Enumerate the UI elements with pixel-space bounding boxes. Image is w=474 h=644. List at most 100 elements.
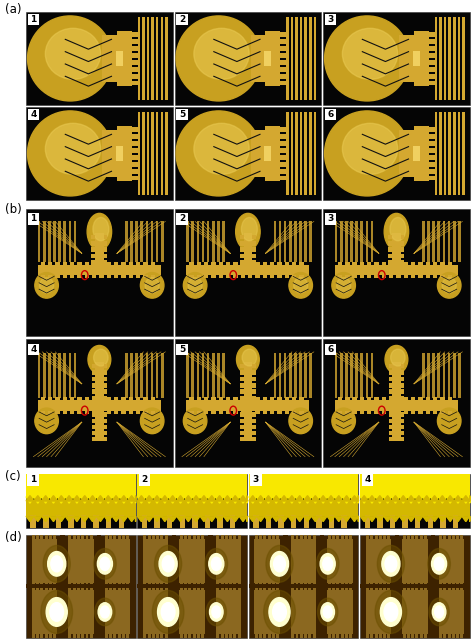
Bar xyxy=(286,112,289,195)
Bar xyxy=(415,634,419,638)
Bar xyxy=(389,419,392,423)
Circle shape xyxy=(273,556,285,572)
Bar xyxy=(428,32,436,37)
Bar xyxy=(240,370,244,375)
Bar xyxy=(263,535,266,539)
Bar xyxy=(460,583,464,587)
Bar xyxy=(126,535,129,539)
Bar xyxy=(53,353,56,398)
Bar xyxy=(248,275,252,278)
Bar xyxy=(152,535,155,539)
Bar xyxy=(407,634,410,638)
Bar xyxy=(383,535,386,539)
Bar xyxy=(252,412,255,417)
Bar xyxy=(136,397,140,401)
Bar xyxy=(237,535,241,539)
Bar xyxy=(92,364,95,368)
Bar xyxy=(225,634,228,638)
Bar xyxy=(277,397,282,401)
Bar xyxy=(137,501,247,516)
Bar xyxy=(310,222,312,262)
Bar xyxy=(389,431,392,435)
Bar xyxy=(229,586,232,590)
Polygon shape xyxy=(137,496,247,501)
Bar xyxy=(137,584,247,589)
Bar xyxy=(107,275,111,278)
Bar xyxy=(402,634,406,638)
Bar xyxy=(388,260,392,265)
Bar xyxy=(401,424,404,429)
Bar xyxy=(151,222,154,262)
Bar xyxy=(207,222,210,262)
Bar xyxy=(329,515,334,528)
Bar xyxy=(415,583,419,587)
Bar xyxy=(129,411,133,414)
Bar xyxy=(81,535,84,539)
Ellipse shape xyxy=(93,349,108,366)
Bar xyxy=(460,586,464,590)
Bar xyxy=(191,222,194,262)
Bar xyxy=(92,370,95,375)
Ellipse shape xyxy=(325,16,410,101)
Bar xyxy=(345,535,348,539)
Bar xyxy=(392,362,401,401)
Polygon shape xyxy=(360,496,470,501)
Bar xyxy=(415,535,419,539)
Bar xyxy=(460,535,464,539)
Bar xyxy=(448,17,451,100)
Bar xyxy=(402,539,428,583)
Bar xyxy=(366,590,391,634)
Bar xyxy=(219,261,223,265)
Bar xyxy=(129,397,133,401)
Bar xyxy=(402,583,406,587)
Bar xyxy=(276,583,279,587)
Bar xyxy=(365,515,370,528)
Bar xyxy=(164,535,168,539)
Bar xyxy=(156,535,159,539)
Bar xyxy=(249,501,358,516)
Text: 1: 1 xyxy=(30,475,36,484)
Bar xyxy=(439,535,442,539)
Bar xyxy=(132,39,139,44)
Bar xyxy=(349,535,352,539)
Bar xyxy=(53,222,56,262)
Bar xyxy=(401,260,404,265)
Bar xyxy=(443,586,447,590)
Bar xyxy=(304,586,307,590)
Bar xyxy=(180,634,183,638)
Bar xyxy=(401,254,404,258)
Bar xyxy=(143,634,146,638)
Bar xyxy=(280,169,288,173)
Bar xyxy=(439,583,442,587)
Bar xyxy=(113,583,117,587)
Polygon shape xyxy=(137,516,247,522)
Bar xyxy=(443,222,445,262)
Bar xyxy=(109,634,112,638)
Bar xyxy=(137,535,247,638)
Bar xyxy=(412,51,420,66)
Bar xyxy=(263,411,267,414)
Bar xyxy=(300,17,302,100)
Bar xyxy=(121,397,126,401)
Bar xyxy=(388,247,392,252)
Bar xyxy=(122,535,125,539)
Bar xyxy=(340,353,343,398)
Bar xyxy=(240,431,244,435)
Bar xyxy=(371,353,374,398)
Bar xyxy=(49,535,52,539)
Bar xyxy=(43,515,48,528)
Circle shape xyxy=(97,554,112,574)
Bar xyxy=(263,634,266,638)
Bar xyxy=(294,222,297,262)
Bar xyxy=(92,390,95,394)
Bar xyxy=(411,535,414,539)
Bar xyxy=(402,586,406,590)
Bar xyxy=(132,162,139,167)
Bar xyxy=(241,275,245,278)
Circle shape xyxy=(155,545,182,582)
Bar xyxy=(45,634,48,638)
Bar xyxy=(160,583,164,587)
Ellipse shape xyxy=(27,16,113,101)
Bar xyxy=(121,275,126,278)
Bar xyxy=(81,583,84,587)
